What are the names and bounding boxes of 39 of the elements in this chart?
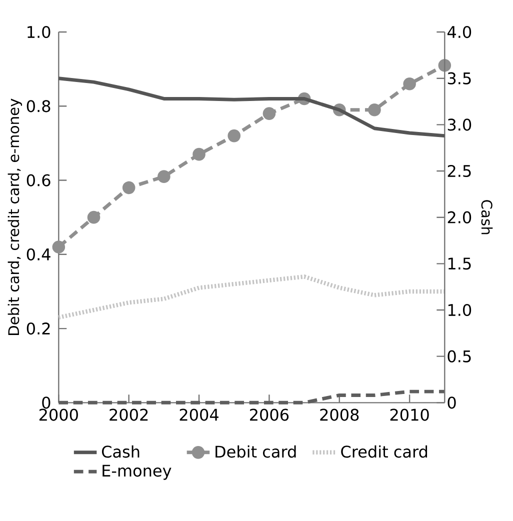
y-tick-label: 0.8 bbox=[26, 100, 50, 112]
y2-tick-label: 0 bbox=[448, 396, 456, 409]
x-tick-label: 2006 bbox=[250, 408, 289, 421]
x-tick-label: 2004 bbox=[180, 408, 218, 421]
y2-tick-label: 3.0 bbox=[448, 118, 472, 131]
point bbox=[262, 107, 276, 120]
point bbox=[52, 240, 66, 254]
x-tick-label: 2002 bbox=[110, 408, 148, 421]
y2-tick-label: 2.0 bbox=[448, 211, 472, 224]
line-series bbox=[56, 76, 446, 138]
y-tick-label: 0.6 bbox=[26, 174, 50, 186]
y-tick-label: 1.0 bbox=[28, 26, 50, 38]
point bbox=[192, 148, 206, 161]
y-tick-label: 0.2 bbox=[26, 322, 50, 335]
point bbox=[438, 58, 452, 72]
y2-tick-label: 2.5 bbox=[448, 164, 471, 178]
y2-axis-title: Cash bbox=[481, 200, 493, 234]
x-tick-label: 2000 bbox=[39, 408, 78, 421]
legend-label: Cash bbox=[102, 445, 140, 458]
y2-tick-label: 1.0 bbox=[448, 304, 472, 316]
x-tick-label: 2008 bbox=[320, 408, 359, 421]
x-tick-label: 2010 bbox=[390, 408, 429, 421]
point bbox=[122, 181, 136, 194]
legend-label: E-money bbox=[102, 464, 172, 480]
y-tick-label: 0 bbox=[42, 396, 50, 409]
y2-tick-label: 3.5 bbox=[448, 72, 471, 84]
point bbox=[368, 103, 381, 116]
y-axis-title: Debit card, credit card, e-money bbox=[8, 98, 22, 335]
y-tick-label: 0.4 bbox=[26, 248, 50, 260]
point bbox=[87, 210, 100, 224]
y2-tick-label: 1.5 bbox=[448, 258, 471, 270]
y2-tick-label: 0.5 bbox=[448, 350, 471, 362]
line-series bbox=[56, 274, 447, 320]
point bbox=[228, 129, 241, 142]
point bbox=[403, 78, 416, 90]
y2-tick-label: 4.0 bbox=[447, 26, 472, 38]
legend-label: Credit card bbox=[341, 445, 428, 458]
point bbox=[158, 170, 170, 183]
legend-label: Debit card bbox=[216, 445, 296, 458]
